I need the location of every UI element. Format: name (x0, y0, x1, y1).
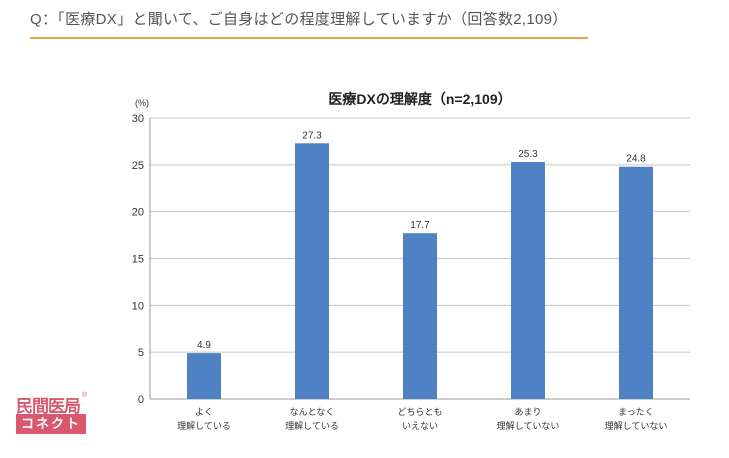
x-tick-label-4-line-1: あまり (514, 407, 541, 417)
y-tick-label-25: 25 (132, 160, 144, 172)
x-tick-label-3-line-1: どちらとも (397, 407, 442, 417)
y-tick-label-5: 5 (138, 347, 144, 359)
logo-registered-mark: ® (82, 392, 88, 399)
bar-5 (619, 166, 653, 399)
x-tick-label-2-line-1: なんとなく (290, 407, 335, 417)
bar-4 (511, 162, 545, 399)
chart-title: 医療DXの理解度（n=2,109） (328, 91, 511, 107)
logo-bottom-text: コネクト (16, 414, 86, 434)
x-tick-label-2-line-2: 理解している (285, 420, 339, 431)
x-tick-label-3-line-2: いえない (402, 421, 438, 431)
question-text: Q：「医療DX」と聞いて、ご自身はどの程度理解していますか（回答数2,109） (30, 11, 568, 28)
bar-value-label-5: 24.8 (626, 154, 646, 165)
question-underline (30, 37, 588, 39)
x-tick-label-5-line-2: 理解していない (605, 420, 668, 431)
y-tick-label-30: 30 (132, 113, 144, 125)
y-tick-label-15: 15 (132, 254, 144, 266)
bar-value-label-3: 17.7 (410, 220, 430, 231)
bar-value-label-4: 25.3 (518, 149, 538, 160)
x-tick-label-5-line-1: まったく (618, 407, 654, 417)
logo: 民間医局 ® コネクト (16, 392, 90, 438)
x-tick-label-4-line-2: 理解していない (497, 420, 560, 431)
y-tick-label-0: 0 (138, 394, 144, 406)
x-tick-label-1-line-1: よく (195, 407, 213, 417)
y-tick-label-10: 10 (132, 300, 144, 312)
x-tick-label-1-line-2: 理解している (177, 420, 231, 431)
y-tick-label-20: 20 (132, 207, 144, 219)
logo-top-text: 民間医局 (16, 397, 81, 416)
bar-2 (295, 143, 329, 399)
bar-1 (187, 353, 221, 399)
bar-value-label-2: 27.3 (302, 130, 322, 141)
y-axis-label: (%) (135, 98, 149, 108)
bar-3 (403, 233, 437, 399)
bar-value-label-1: 4.9 (197, 340, 211, 351)
